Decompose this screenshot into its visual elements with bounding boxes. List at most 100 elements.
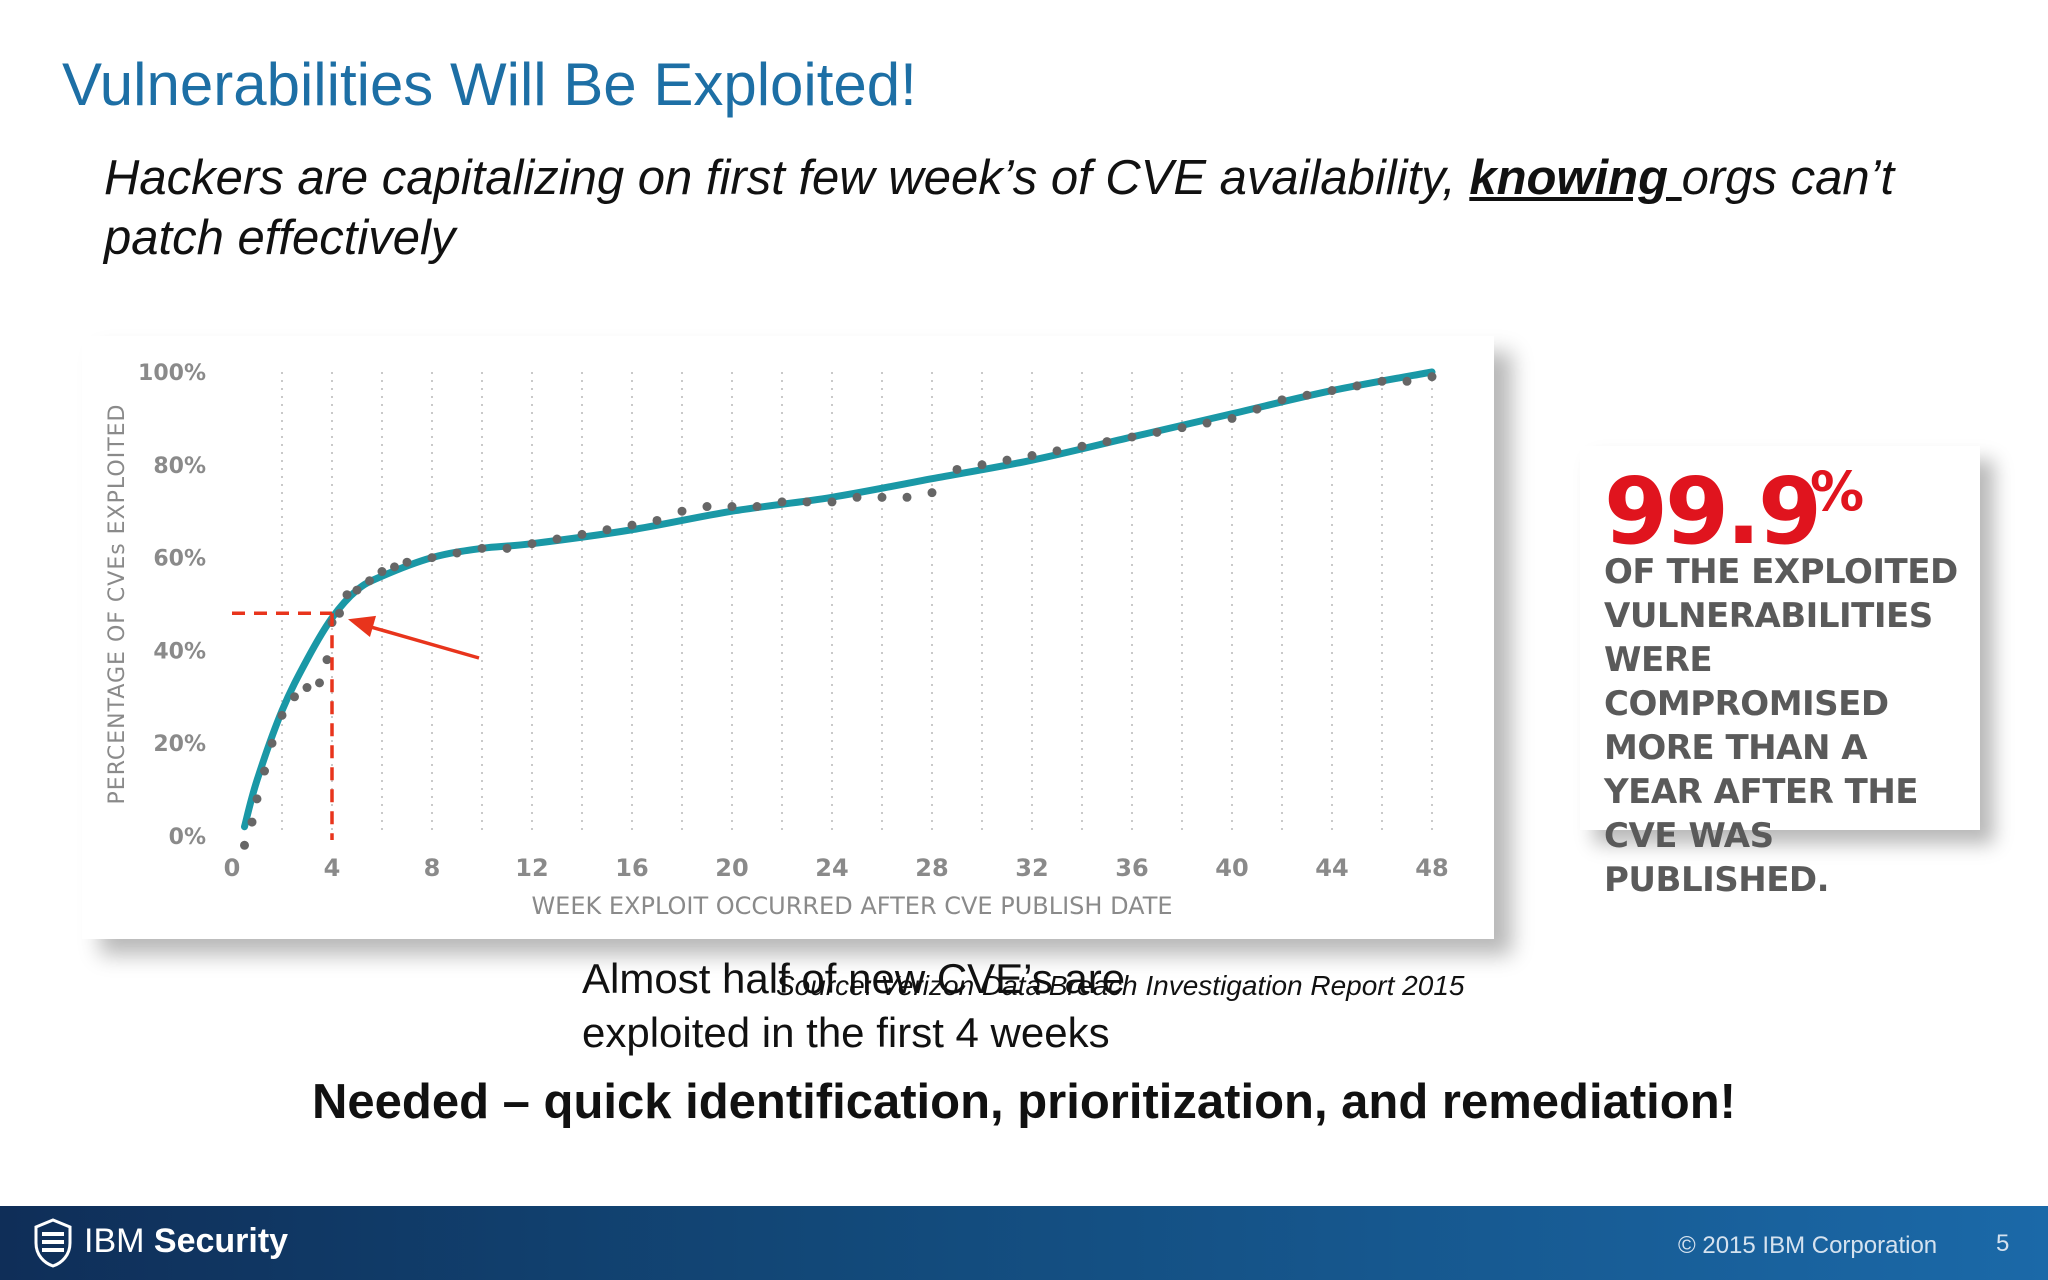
data-point	[852, 492, 862, 502]
data-point	[302, 683, 312, 693]
x-tick-label: 32	[1015, 854, 1048, 882]
data-point	[1352, 381, 1362, 391]
x-tick-label: 48	[1415, 854, 1448, 882]
source-citation: Source: Verizon Data Breach Investigatio…	[776, 970, 1465, 1001]
chart-axes: 0 4 8 12 16 20 24 28 32 36 40 44 480%20%40%60%80%100…	[105, 361, 1449, 920]
data-point	[1302, 390, 1312, 400]
data-point	[927, 488, 937, 498]
footer-copyright: © 2015 IBM Corporation	[1678, 1232, 1938, 1259]
slide-subtitle: Hackers are capitalizing on first few we…	[104, 148, 1954, 268]
data-point	[1152, 427, 1162, 437]
data-point	[527, 539, 537, 549]
x-tick-label: 4	[324, 854, 341, 882]
data-point	[452, 548, 462, 558]
y-tick-label: 40%	[153, 639, 206, 664]
data-point	[977, 460, 987, 470]
x-tick-label: 44	[1315, 854, 1348, 882]
x-axis-title: WEEK EXPLOIT OCCURRED AFTER CVE PUBLISH …	[531, 892, 1172, 920]
annotation-marks	[232, 611, 480, 840]
data-point	[577, 529, 587, 539]
data-point	[1027, 451, 1037, 461]
data-point	[1102, 437, 1112, 447]
data-point	[627, 520, 637, 530]
data-point	[277, 710, 287, 720]
footer-bar: IBM Security © 2015 IBM Corporation 5	[0, 1206, 2048, 1280]
data-points-layer	[240, 372, 1437, 850]
data-point	[777, 497, 787, 507]
data-point	[1002, 455, 1012, 465]
stat-unit: %	[1810, 460, 1865, 523]
data-point	[1277, 395, 1287, 405]
stat-value: 99.9	[1604, 458, 1822, 565]
x-tick-label: 36	[1115, 854, 1148, 882]
data-point	[1252, 404, 1262, 414]
data-point	[652, 515, 662, 525]
slide-title: Vulnerabilities Will Be Exploited!	[62, 51, 917, 118]
data-point	[727, 502, 737, 512]
data-point	[552, 534, 562, 544]
data-point	[827, 497, 837, 507]
data-point	[427, 553, 437, 563]
data-point	[1127, 432, 1137, 442]
x-tick-label: 12	[515, 854, 548, 882]
subtitle-emphasis: knowing	[1469, 151, 1682, 205]
data-point	[402, 557, 412, 567]
data-point	[1427, 372, 1437, 382]
data-point	[1052, 446, 1062, 456]
y-tick-label: 20%	[153, 732, 206, 757]
data-point	[1327, 386, 1337, 396]
fit-curve-layer	[241, 368, 1436, 831]
stat-card: 99.9 % OF THE EXPLOITED VULNERABILITIES …	[1580, 446, 1980, 900]
y-tick-label: 60%	[153, 547, 206, 572]
brand-security: Security	[153, 1222, 289, 1260]
data-point	[702, 502, 712, 512]
x-tick-label: 20	[715, 854, 748, 882]
subtitle-end: orgs can’t patch effectively	[104, 151, 1895, 265]
x-tick-label: 40	[1215, 854, 1248, 882]
data-point	[335, 608, 344, 618]
y-axis-title: PERCENTAGE OF CVEs EXPLOITED	[105, 404, 130, 805]
chart-annotation: Almost half of new CVE’s are exploited i…	[582, 955, 1126, 1056]
y-tick-label: 80%	[153, 454, 206, 479]
data-point	[315, 678, 324, 688]
x-tick-label: 28	[915, 854, 948, 882]
data-point	[952, 464, 962, 474]
y-tick-label: 0%	[169, 825, 206, 850]
data-point	[390, 562, 399, 572]
data-point	[247, 817, 257, 827]
data-point	[365, 576, 374, 586]
data-point	[477, 543, 487, 553]
data-point	[877, 492, 887, 502]
ibm-security-logo-icon	[34, 1218, 72, 1268]
x-tick-label: 24	[815, 854, 848, 882]
data-point	[1177, 423, 1187, 433]
data-point	[1202, 418, 1212, 428]
page-number: 5	[1996, 1230, 2010, 1257]
fit-curve	[241, 368, 1436, 831]
chart-card: 0 4 8 12 16 20 24 28 32 36 40 44 48 0% 20% 40% 60% 80% 100…	[82, 336, 1494, 1056]
y-tick-label: 100%	[138, 361, 206, 386]
data-point	[1402, 376, 1412, 386]
data-point	[290, 692, 299, 702]
call-to-action: Needed – quick identification, prioritiz…	[312, 1075, 1736, 1129]
data-point	[1227, 413, 1237, 423]
data-point	[252, 794, 262, 804]
data-point	[502, 543, 512, 553]
x-tick-label: 8	[424, 854, 441, 882]
data-point	[267, 738, 277, 748]
data-point	[352, 585, 362, 595]
chart-grid	[281, 372, 1433, 836]
data-point	[260, 766, 269, 776]
data-point	[1377, 376, 1387, 386]
data-point	[602, 525, 612, 535]
data-point	[677, 506, 687, 516]
data-point	[342, 590, 352, 600]
x-tick-label: 16	[615, 854, 648, 882]
x-tick-label: 0	[224, 854, 241, 882]
annotation-arrow-head	[348, 615, 377, 638]
data-point	[240, 840, 249, 850]
data-point	[377, 567, 387, 577]
data-point	[902, 492, 912, 502]
annotation-arrow-shaft	[357, 621, 480, 660]
data-point	[322, 655, 332, 665]
